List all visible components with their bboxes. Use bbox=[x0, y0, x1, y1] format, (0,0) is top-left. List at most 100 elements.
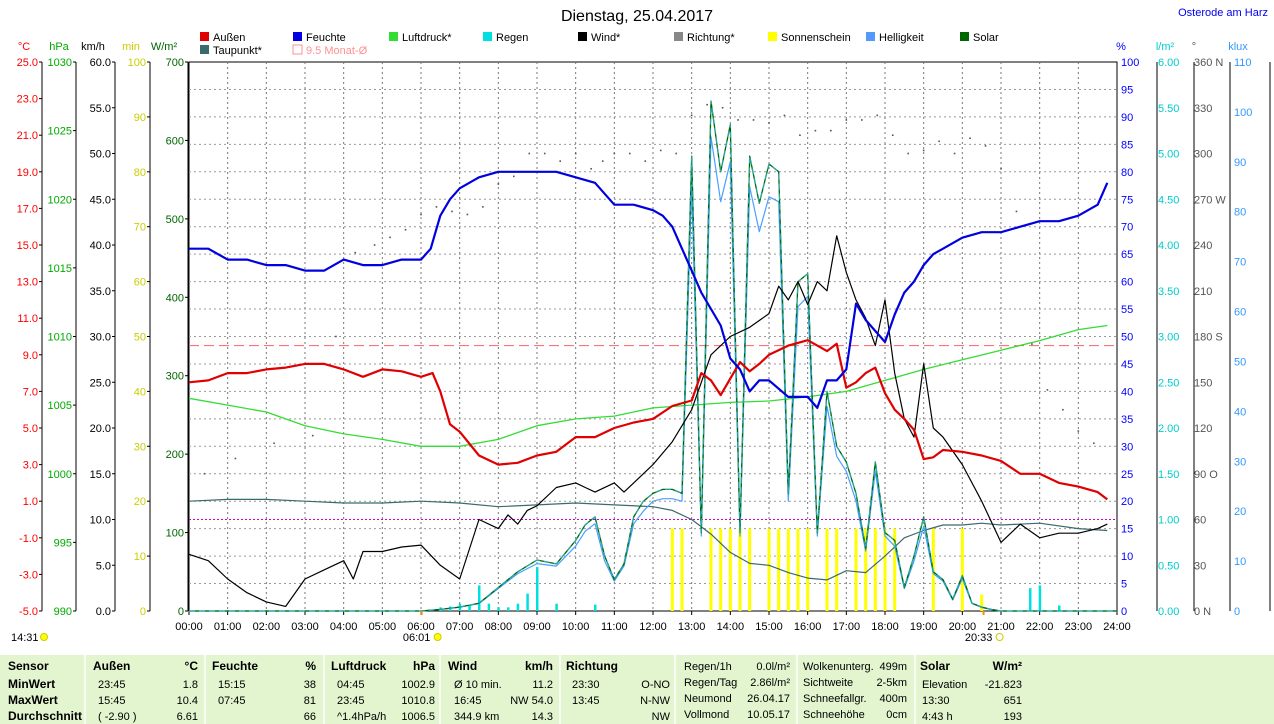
table-cell: 13:45 bbox=[572, 695, 600, 707]
rain-bar bbox=[1029, 588, 1032, 611]
temp-tick-label: -3.0 bbox=[19, 569, 38, 581]
legend-swatch bbox=[483, 32, 492, 41]
humidity-tick-label: 90 bbox=[1121, 112, 1133, 124]
humidity-tick-label: 50 bbox=[1121, 332, 1133, 344]
temperature-line bbox=[188, 339, 1108, 501]
legend-label: Sonnenschein bbox=[781, 32, 851, 44]
table-cell: 10.4 bbox=[177, 695, 198, 707]
direction-tick-label: 270 W bbox=[1194, 194, 1226, 206]
humidity-tick-label: 30 bbox=[1121, 441, 1133, 453]
sun-markers: 06:01 20:33 14:31 bbox=[11, 611, 1004, 644]
rain-axis-unit: l/m² bbox=[1156, 41, 1175, 53]
table-cell: -21.823 bbox=[985, 679, 1022, 691]
sunshine-bar bbox=[728, 528, 732, 611]
table-cell: Wolkenunterg. bbox=[803, 661, 874, 673]
temp-tick-label: -5.0 bbox=[19, 606, 38, 618]
pressure-line bbox=[188, 324, 1108, 447]
pressure-tick-label: 995 bbox=[54, 537, 72, 549]
sunshine-bar bbox=[980, 594, 984, 611]
legend-swatch bbox=[292, 44, 303, 55]
direction-point bbox=[706, 103, 708, 106]
table-cell: Elevation bbox=[922, 679, 967, 691]
left-axes: °C 25.0 23.0 21.0 19.0 17.0 15.0 13.0 11.0 9.0 7.0… bbox=[17, 41, 189, 618]
direction-point bbox=[768, 122, 770, 124]
table-cell: Regen/1h bbox=[684, 661, 732, 673]
table-cell: 499m bbox=[879, 661, 907, 673]
legend-label: Feuchte bbox=[306, 32, 346, 44]
table-cell: Schneefallgr. bbox=[803, 693, 867, 705]
time-tick-label: 00:00 bbox=[175, 621, 203, 633]
humidity-tick-label: 15 bbox=[1121, 524, 1133, 536]
legend-label: Taupunkt* bbox=[213, 45, 263, 57]
rain-tick-label: 2.50 bbox=[1158, 377, 1179, 389]
sunshine-bar bbox=[893, 528, 897, 611]
table-cell: 15:45 bbox=[98, 695, 126, 707]
light-tick-label: 0 bbox=[1234, 606, 1240, 618]
temp-tick-label: 7.0 bbox=[23, 386, 38, 398]
time-axis: 00:00 01:00 02:00 03:00 04:00 05:00 06:00 07:00… bbox=[175, 611, 1131, 633]
direction-point bbox=[1000, 167, 1002, 170]
wind-tick-label: 0.0 bbox=[96, 606, 111, 618]
light-tick-label: 80 bbox=[1234, 207, 1246, 219]
table-cell: O-NO bbox=[641, 679, 670, 691]
time-tick-label: 06:00 bbox=[407, 621, 435, 633]
location-label: Osterode am Harz bbox=[1178, 7, 1268, 19]
legend-swatch bbox=[960, 32, 969, 41]
direction-point bbox=[590, 167, 592, 170]
legend-swatch bbox=[293, 32, 302, 41]
table-cell: 1006.5 bbox=[401, 711, 435, 723]
direction-point bbox=[1077, 430, 1080, 432]
direction-point bbox=[1031, 343, 1033, 345]
direction-point bbox=[737, 119, 739, 121]
time-tick-label: 08:00 bbox=[485, 621, 513, 633]
direction-point bbox=[969, 137, 971, 140]
temp-tick-label: 17.0 bbox=[17, 203, 38, 215]
solar-overlay-line bbox=[189, 101, 1117, 612]
temp-tick-label: 9.0 bbox=[23, 350, 38, 362]
time-tick-label: 15:00 bbox=[755, 621, 783, 633]
minutes-tick-label: 90 bbox=[134, 112, 146, 124]
time-tick-label: 09:00 bbox=[523, 621, 551, 633]
temp-tick-label: 13.0 bbox=[17, 277, 38, 289]
direction-point bbox=[389, 236, 391, 239]
direction-point bbox=[335, 335, 337, 338]
table-header-cell: Sensor bbox=[8, 659, 49, 673]
rain-tick-label: 1.50 bbox=[1158, 469, 1179, 481]
pressure-tick-label: 1015 bbox=[48, 263, 72, 275]
direction-point bbox=[404, 228, 407, 231]
direction-tick-label: 240 bbox=[1194, 240, 1212, 252]
humidity-tick-label: 100 bbox=[1121, 57, 1139, 69]
line-series bbox=[188, 100, 1117, 612]
direction-point bbox=[629, 152, 631, 155]
direction-tick-label: 60 bbox=[1194, 515, 1206, 527]
sunshine-bar bbox=[767, 528, 771, 611]
sunshine-bar bbox=[786, 528, 790, 611]
table-header-cell: Richtung bbox=[566, 659, 618, 673]
light-tick-label: 60 bbox=[1234, 307, 1246, 319]
sunshine-bar bbox=[777, 528, 781, 611]
pressure-tick-label: 990 bbox=[54, 606, 72, 618]
wind-tick-label: 25.0 bbox=[90, 377, 111, 389]
pressure-tick-label: 1030 bbox=[48, 57, 72, 69]
time-tick-label: 05:00 bbox=[369, 621, 397, 633]
table-header-cell: Solar bbox=[920, 659, 950, 673]
table-cell: 66 bbox=[304, 711, 316, 723]
minutes-tick-label: 0 bbox=[140, 606, 146, 618]
direction-tick-label: 180 S bbox=[1194, 332, 1223, 344]
table-header-cell: km/h bbox=[525, 659, 553, 673]
rain-tick-label: 4.00 bbox=[1158, 240, 1179, 252]
direction-point bbox=[482, 206, 484, 208]
time-tick-label: 22:00 bbox=[1026, 621, 1054, 633]
direction-point bbox=[273, 442, 275, 445]
pressure-tick-label: 1025 bbox=[48, 126, 72, 138]
time-tick-label: 21:00 bbox=[987, 621, 1015, 633]
legend-label: Regen bbox=[496, 32, 528, 44]
sunshine-bar bbox=[709, 528, 713, 611]
direction-point bbox=[466, 213, 469, 216]
temp-tick-label: 23.0 bbox=[17, 94, 38, 106]
rain-bar bbox=[594, 604, 597, 611]
direction-point bbox=[907, 152, 909, 155]
table-cell: 16:45 bbox=[454, 695, 482, 707]
table-row-label: MinWert bbox=[8, 677, 55, 691]
